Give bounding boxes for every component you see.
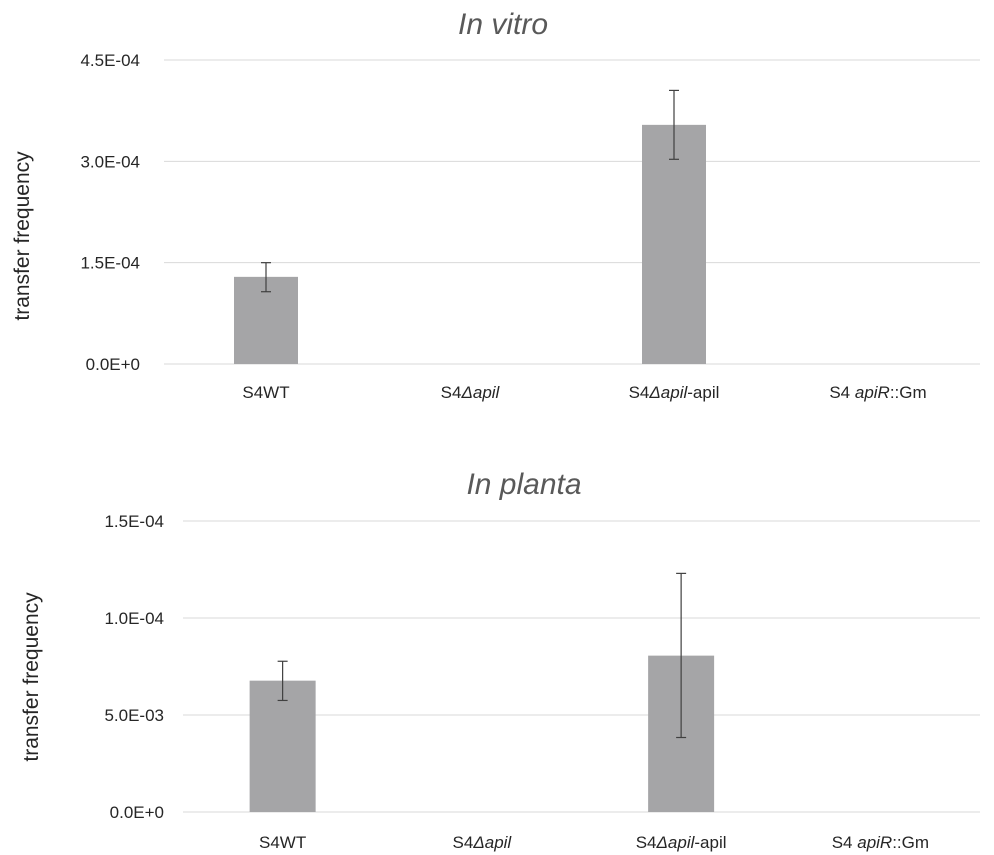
x-tick-labels: S4WT S4Δapil S4Δapil-apil S4 apiR::Gm xyxy=(259,833,929,852)
y-tick-label: 5.0E-03 xyxy=(104,706,164,725)
y-axis-label: transfer frequency xyxy=(20,592,43,762)
y-tick-labels: 0.0E+0 1.5E-04 3.0E-04 4.5E-04 xyxy=(80,51,140,374)
y-tick-labels: 0.0E+0 5.0E-03 1.0E-04 1.5E-04 xyxy=(104,512,164,822)
gridlines xyxy=(183,520,980,813)
x-tick-label: S4 apiR::Gm xyxy=(832,833,929,852)
y-tick-label: 3.0E-04 xyxy=(80,152,140,171)
error-bar xyxy=(261,262,271,293)
x-tick-label: S4WT xyxy=(242,383,289,402)
x-tick-labels: S4WT S4Δapil S4Δapil-apil S4 apiR::Gm xyxy=(242,383,926,402)
y-axis-label: transfer frequency xyxy=(11,151,34,321)
error-bar xyxy=(676,572,687,739)
gridlines xyxy=(164,59,980,365)
x-tick-label: S4Δapil xyxy=(453,833,513,852)
y-tick-label: 1.5E-04 xyxy=(80,254,140,273)
y-tick-label: 0.0E+0 xyxy=(86,355,140,374)
x-tick-label: S4Δapil xyxy=(441,383,501,402)
error-bars xyxy=(261,89,679,293)
chart-title: In vitro xyxy=(458,8,548,41)
chart-in-vitro: In vitro transfer frequency 0.0E+0 1.5E-0… xyxy=(11,8,980,402)
chart-title: In planta xyxy=(466,468,581,501)
bars xyxy=(249,655,715,812)
x-tick-label: S4WT xyxy=(259,833,306,852)
error-bars xyxy=(277,572,687,739)
y-tick-label: 1.0E-04 xyxy=(104,609,164,628)
y-tick-label: 0.0E+0 xyxy=(110,803,164,822)
error-bar xyxy=(669,89,679,160)
error-bar xyxy=(277,660,288,702)
x-tick-label: S4Δapil-apil xyxy=(636,833,727,852)
y-tick-label: 4.5E-04 xyxy=(80,51,140,70)
x-tick-label: S4Δapil-apil xyxy=(629,383,720,402)
x-tick-label: S4 apiR::Gm xyxy=(829,383,926,402)
chart-in-planta: In planta transfer frequency 0.0E+0 5.0E-… xyxy=(20,468,980,852)
y-tick-label: 1.5E-04 xyxy=(104,512,164,531)
bar xyxy=(249,680,316,812)
bars xyxy=(234,124,706,364)
bar xyxy=(642,124,706,364)
